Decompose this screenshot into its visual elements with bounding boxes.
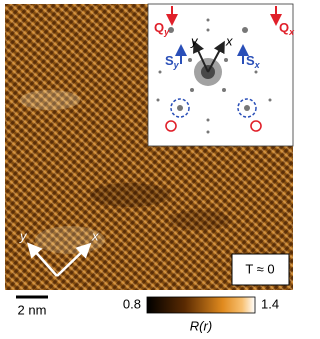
fft-dots [156, 18, 272, 134]
axis-arrow [56, 242, 92, 277]
dark-patch [170, 210, 230, 230]
q-circle [165, 120, 177, 132]
s-main: S [165, 53, 174, 68]
colorbar-label: R(r) [190, 318, 212, 333]
scale-bar-label: 2 nm [18, 302, 47, 317]
body: y x Qy Qx Sy Sx y x T ≈ 0 2 nm 0.8 1.4 R… [5, 3, 296, 334]
s-sub: x [254, 60, 261, 70]
s-circle [170, 98, 190, 118]
axis-arrow [27, 242, 58, 277]
inset-axis-label: y [190, 33, 199, 48]
inset-axis-arrow [193, 40, 209, 73]
colorbar-min: 0.8 [123, 296, 141, 311]
inset-axis-label: x [225, 33, 233, 48]
s-circle [237, 98, 257, 118]
q-x-label: Qx [279, 20, 295, 37]
s-sub: y [173, 60, 180, 70]
axis-label: y [19, 228, 28, 243]
q-sub: y [163, 27, 170, 37]
q-circle [250, 120, 262, 132]
colorbar-max: 1.4 [261, 296, 279, 311]
s-main: S [246, 53, 255, 68]
q-main: Q [154, 20, 164, 35]
q-main: Q [279, 20, 289, 35]
temperature-label: T ≈ 0 [245, 261, 274, 276]
temperature-box [231, 253, 290, 286]
s-x-label: Sx [246, 53, 261, 70]
inset-axis-arrow [207, 40, 225, 73]
bright-patch [20, 90, 80, 110]
axis-label: x [91, 228, 99, 243]
inset: y x Qy Qx Sy Sx [147, 3, 295, 147]
figure: y x Qy Qx Sy Sx y x T ≈ 0 2 nm 0.8 1.4 R… [5, 3, 295, 333]
q-sub: x [288, 27, 295, 37]
colorbar [146, 296, 256, 314]
s-y-label: Sy [165, 53, 180, 70]
dark-patch [90, 183, 170, 207]
lattice-axes: y x [19, 228, 99, 277]
q-y-label: Qy [154, 20, 170, 37]
